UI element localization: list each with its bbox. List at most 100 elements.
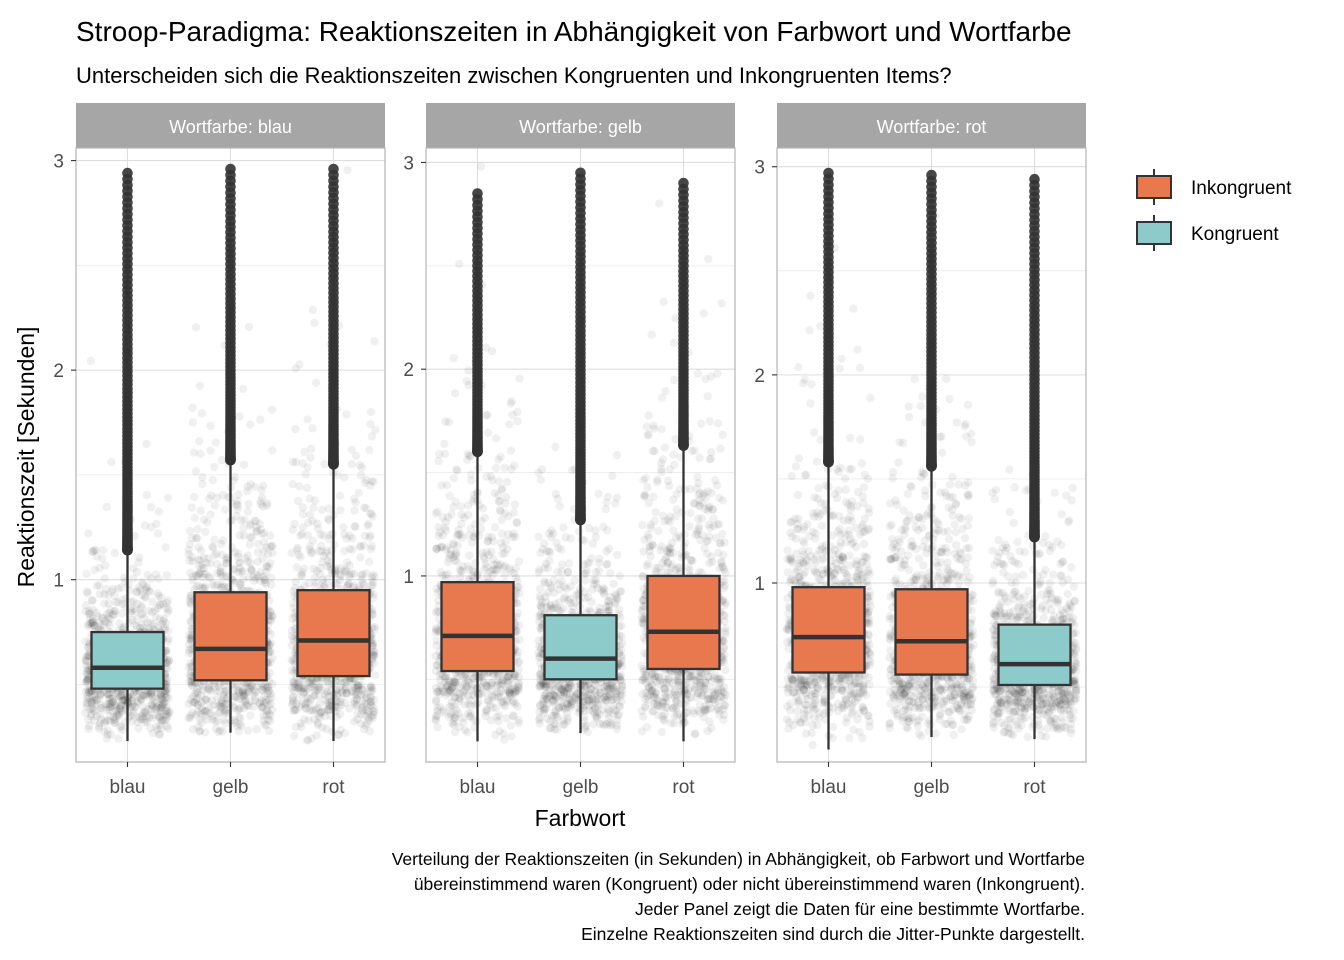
jitter-point	[142, 712, 151, 721]
jitter-point	[88, 617, 97, 626]
jitter-point	[195, 727, 204, 736]
jitter-point	[87, 697, 97, 706]
jitter-point	[158, 702, 167, 711]
jitter-point	[559, 716, 568, 725]
jitter-point	[366, 407, 376, 417]
jitter-point	[138, 590, 147, 600]
jitter-point	[101, 616, 110, 626]
jitter-point	[104, 591, 113, 600]
jitter-point	[504, 512, 513, 521]
jitter-point	[113, 710, 122, 719]
jitter-point	[208, 475, 218, 485]
jitter-point	[148, 693, 157, 702]
jitter-point	[350, 569, 359, 579]
jitter-point	[84, 715, 93, 724]
jitter-point	[82, 694, 92, 704]
jitter-point	[86, 356, 96, 366]
jitter-point	[535, 610, 545, 620]
jitter-point	[104, 689, 114, 698]
jitter-point	[188, 403, 197, 412]
jitter-point	[705, 417, 715, 426]
jitter-point	[137, 709, 147, 718]
jitter-point	[490, 523, 500, 532]
jitter-point	[502, 477, 512, 487]
jitter-point	[509, 529, 518, 538]
jitter-point	[160, 623, 169, 632]
jitter-point	[97, 715, 106, 724]
jitter-point	[129, 708, 138, 717]
jitter-point	[155, 711, 164, 720]
jitter-point	[162, 599, 171, 608]
jitter-point	[82, 661, 91, 670]
jitter-point	[159, 695, 168, 704]
jitter-point	[594, 558, 604, 568]
jitter-point	[217, 455, 226, 465]
jitter-point	[152, 702, 161, 712]
jitter-point	[206, 421, 215, 431]
x-tick-label: blau	[110, 777, 146, 798]
jitter-point	[659, 297, 668, 306]
jitter-point	[128, 692, 138, 702]
jitter-point	[479, 552, 488, 561]
jitter-point	[258, 554, 267, 563]
jitter-point	[500, 463, 509, 472]
jitter-point	[206, 559, 215, 568]
jitter-point	[147, 704, 156, 714]
jitter-point	[90, 706, 99, 716]
jitter-point	[148, 713, 158, 723]
jitter-point	[309, 503, 318, 512]
jitter-point	[323, 562, 332, 571]
jitter-point	[197, 698, 206, 707]
jitter-point	[366, 545, 376, 554]
jitter-point	[104, 700, 113, 709]
jitter-point	[357, 575, 366, 584]
jitter-point	[130, 605, 140, 614]
jitter-point	[83, 651, 92, 660]
jitter-point	[144, 692, 153, 701]
jitter-point	[343, 581, 352, 590]
jitter-point	[157, 715, 166, 725]
jitter-point	[551, 490, 560, 499]
jitter-point	[268, 446, 277, 455]
jitter-point	[160, 689, 169, 699]
jitter-point	[291, 577, 301, 586]
jitter-point	[96, 690, 106, 699]
jitter-point	[613, 593, 622, 602]
jitter-point	[84, 620, 93, 629]
jitter-point	[210, 682, 219, 691]
jitter-point	[115, 723, 125, 732]
jitter-point	[294, 683, 303, 692]
jitter-point	[566, 534, 575, 543]
jitter-point	[320, 459, 329, 469]
jitter-point	[574, 708, 584, 718]
jitter-point	[267, 405, 277, 414]
jitter-point	[259, 529, 269, 538]
jitter-point	[352, 694, 361, 703]
jitter-point	[308, 305, 317, 314]
jitter-point	[140, 521, 150, 530]
jitter-point	[139, 623, 148, 632]
jitter-point	[115, 691, 125, 701]
jitter-point	[95, 710, 105, 719]
jitter-point	[145, 723, 155, 733]
jitter-point	[474, 531, 484, 540]
jitter-point	[583, 592, 593, 602]
jitter-point	[162, 722, 172, 731]
jitter-point	[197, 409, 206, 418]
jitter-point	[322, 687, 331, 696]
jitter-point	[721, 666, 730, 675]
jitter-point	[130, 621, 139, 630]
jitter-point	[439, 706, 448, 715]
jitter-point	[235, 412, 244, 421]
jitter-point	[116, 701, 126, 710]
jitter-point	[535, 670, 544, 679]
outlier-point	[328, 163, 339, 175]
jitter-point	[129, 690, 138, 700]
jitter-point	[365, 557, 374, 566]
jitter-point	[82, 652, 91, 661]
jitter-point	[455, 572, 465, 582]
jitter-point	[161, 543, 170, 552]
jitter-point	[87, 596, 97, 605]
jitter-point	[137, 620, 146, 630]
